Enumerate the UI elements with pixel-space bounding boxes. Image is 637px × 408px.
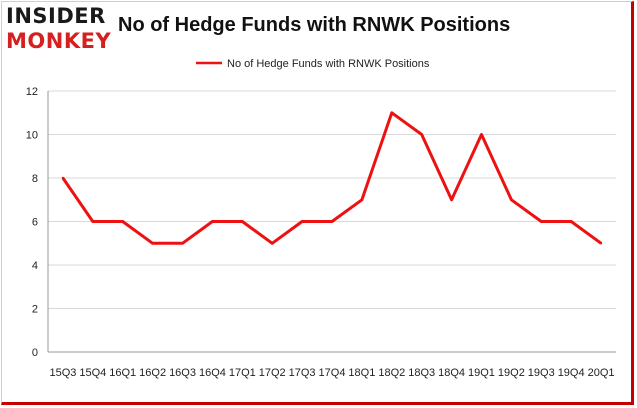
x-tick-label: 19Q2 [498,367,525,379]
x-tick-label: 19Q3 [528,367,555,379]
data-point [540,220,543,223]
data-point [390,111,393,114]
data-point [121,220,124,223]
y-tick-label: 4 [32,260,38,272]
x-tick-label: 16Q3 [169,367,196,379]
legend: No of Hedge Funds with RNWK Positions [196,58,430,70]
data-point [420,133,423,136]
data-point [211,220,214,223]
x-tick-label: 19Q1 [468,367,495,379]
data-point [360,198,364,201]
x-tick-label: 20Q1 [588,367,615,379]
data-point [241,220,244,223]
data-point [330,220,334,223]
data-point [91,220,95,223]
insider-monkey-logo: INSIDER MONKEY [6,4,116,54]
legend-label: No of Hedge Funds with RNWK Positions [227,58,430,70]
y-tick-label: 6 [32,217,38,229]
x-tick-label: 17Q2 [259,367,286,379]
data-point [61,176,65,180]
x-tick-label: 18Q3 [408,367,435,379]
data-point [151,242,154,245]
x-tick-label: 18Q1 [348,367,375,379]
data-point [450,198,453,201]
x-tick-label: 15Q4 [79,367,106,379]
x-tick-label: 15Q3 [49,367,76,379]
data-point [599,242,603,245]
y-tick-label: 2 [32,304,38,316]
logo-line-2: MONKEY [6,29,112,53]
x-tick-label: 18Q4 [438,367,465,379]
x-tick-label: 16Q2 [139,367,166,379]
y-tick-label: 10 [26,130,38,142]
y-axis-ticks: 0 2 4 6 8 10 12 [26,86,38,359]
chart-title: No of Hedge Funds with RNWK Positions [118,14,511,36]
data-point [480,133,483,136]
series-layer [61,111,603,245]
x-tick-label: 18Q2 [378,367,405,379]
x-tick-label: 17Q3 [289,367,316,379]
data-point [510,198,513,201]
x-tick-label: 17Q1 [229,367,256,379]
axes [47,91,616,353]
y-tick-label: 8 [32,173,38,185]
y-tick-label: 12 [26,86,38,98]
x-tick-label: 16Q1 [109,367,136,379]
x-tick-label: 17Q4 [319,367,346,379]
data-point [271,242,274,245]
y-tick-label: 0 [32,347,38,359]
data-point [300,220,304,223]
data-point [181,242,184,245]
x-axis-ticks: 15Q3 15Q4 16Q1 16Q2 16Q3 16Q4 17Q1 17Q2 17Q3 17Q4… [49,367,614,379]
logo-line-1: INSIDER [6,4,106,28]
data-point [569,220,573,223]
x-tick-label: 19Q4 [558,367,585,379]
x-tick-label: 16Q4 [199,367,226,379]
